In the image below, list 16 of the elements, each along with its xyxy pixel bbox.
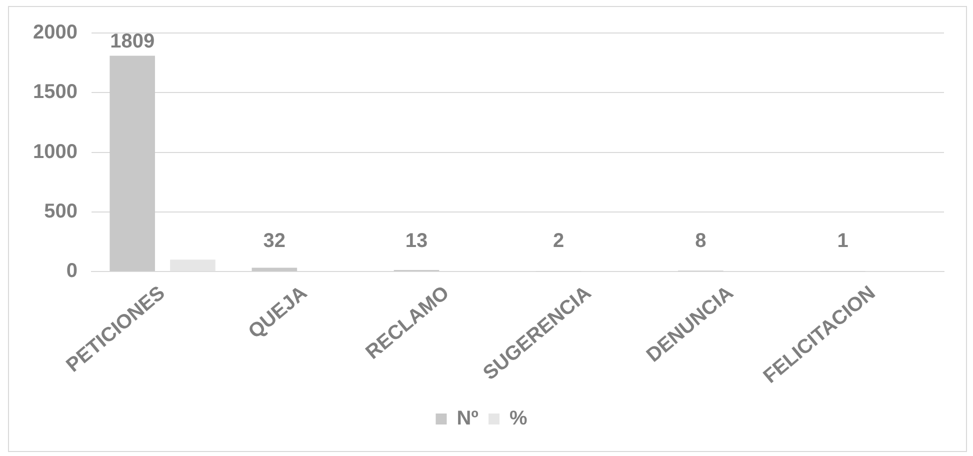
legend-label: Nº xyxy=(456,408,478,430)
data-label: 2 xyxy=(553,230,564,252)
bar xyxy=(170,260,216,272)
y-tick-label: 1000 xyxy=(32,140,78,163)
bar xyxy=(110,56,155,272)
y-tick-label: 0 xyxy=(66,260,78,282)
data-label: 1 xyxy=(837,230,848,252)
y-tick-label: 500 xyxy=(44,200,78,222)
y-tick-label: 2000 xyxy=(32,22,78,44)
data-label: 1809 xyxy=(110,30,155,52)
y-tick-label: 1500 xyxy=(32,81,78,104)
data-label: 32 xyxy=(263,230,286,252)
legend-label: % xyxy=(509,408,528,430)
data-label: 13 xyxy=(405,230,428,252)
data-label: 8 xyxy=(695,230,706,252)
bar xyxy=(252,268,298,272)
